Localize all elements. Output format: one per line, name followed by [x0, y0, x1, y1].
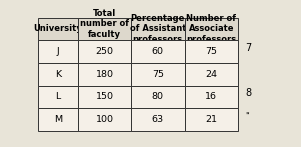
Text: 7: 7 [245, 42, 252, 52]
Text: 8: 8 [245, 88, 251, 98]
Text: '‘: '‘ [245, 112, 250, 121]
